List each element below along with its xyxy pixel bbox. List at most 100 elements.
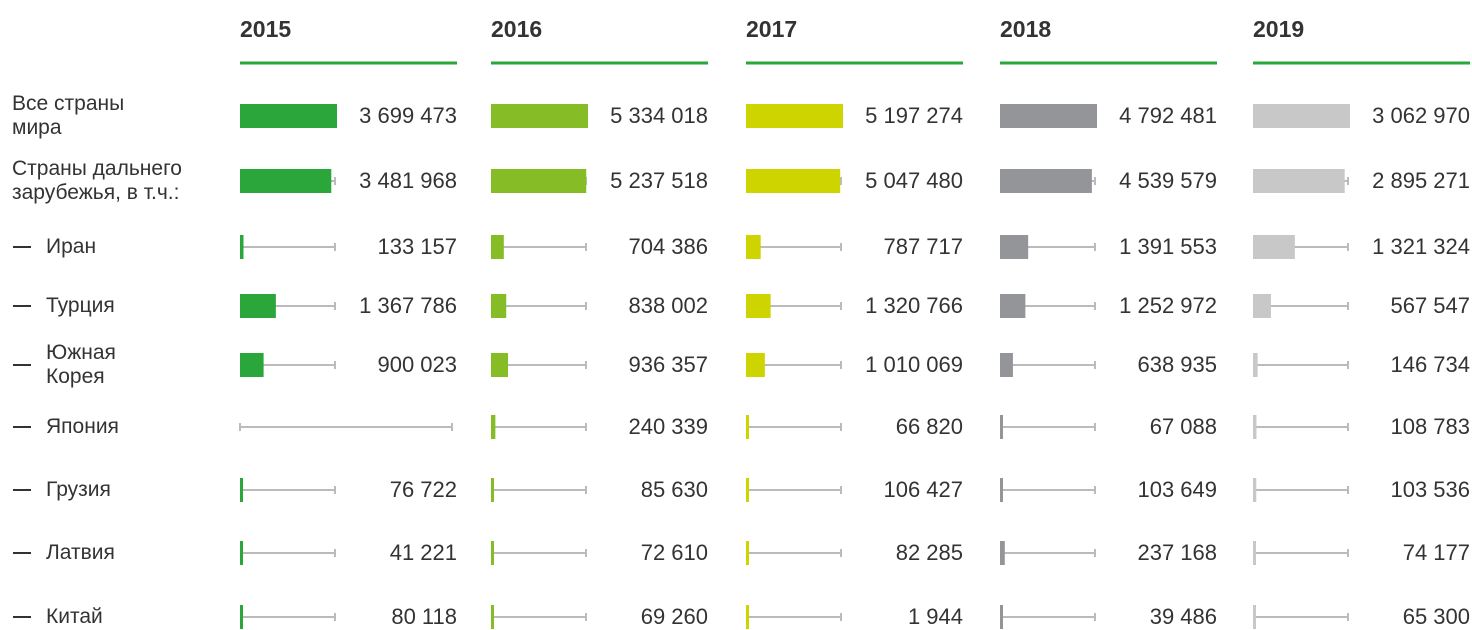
bar	[491, 235, 504, 259]
value-label: 704 386	[628, 234, 708, 259]
value-label: 67 088	[1150, 414, 1217, 439]
bar	[1000, 541, 1005, 565]
value-label: 103 649	[1137, 477, 1217, 502]
bar	[1000, 294, 1026, 318]
value-label: 146 734	[1390, 352, 1470, 377]
bar	[491, 415, 496, 439]
value-label: 240 339	[628, 414, 708, 439]
value-label: 1 391 553	[1119, 234, 1217, 259]
row-label: Южная Корея	[46, 341, 116, 388]
value-label: 106 427	[883, 477, 963, 502]
value-label: 103 536	[1390, 477, 1470, 502]
bar	[1000, 235, 1029, 259]
bar	[1000, 605, 1003, 629]
row-label: Турция	[46, 294, 115, 317]
bar	[491, 605, 494, 629]
row-label: Иран	[46, 235, 97, 258]
value-label: 69 260	[641, 604, 708, 629]
value-label: 638 935	[1137, 352, 1217, 377]
bar	[746, 169, 841, 193]
value-label: 1 321 324	[1372, 234, 1470, 259]
bar	[1000, 104, 1097, 128]
bar	[1253, 169, 1345, 193]
value-label: 1 252 972	[1119, 293, 1217, 318]
bar	[491, 353, 509, 377]
value-label: 39 486	[1150, 604, 1217, 629]
bar	[746, 235, 761, 259]
value-label: 3 699 473	[359, 103, 457, 128]
value-label: 1 320 766	[865, 293, 963, 318]
column-header: 2018	[1000, 16, 1051, 42]
row-label: Страны дальнего зарубежья, в т.ч.:	[12, 157, 182, 204]
row-label: Латвия	[46, 541, 115, 564]
value-label: 3 481 968	[359, 168, 457, 193]
bar	[1253, 415, 1257, 439]
bar	[1000, 478, 1003, 502]
value-label: 1 944	[908, 604, 963, 629]
value-label: 85 630	[641, 477, 708, 502]
bar	[1253, 235, 1295, 259]
bar	[491, 541, 494, 565]
value-label: 838 002	[628, 293, 708, 318]
bar	[746, 605, 749, 629]
bar	[1253, 104, 1350, 128]
bar	[491, 478, 494, 502]
value-label: 237 168	[1137, 540, 1217, 565]
bar	[240, 104, 337, 128]
bar	[240, 169, 332, 193]
value-label: 936 357	[628, 352, 708, 377]
bar	[1253, 478, 1257, 502]
row-label: Япония	[46, 415, 119, 438]
value-label: 567 547	[1390, 293, 1470, 318]
value-label: 2 895 271	[1372, 168, 1470, 193]
bar	[491, 294, 507, 318]
bar	[240, 235, 244, 259]
row-label: Грузия	[46, 478, 111, 501]
value-label: 66 820	[896, 414, 963, 439]
bar	[1000, 415, 1003, 439]
bar	[240, 605, 243, 629]
value-label: 1 010 069	[865, 352, 963, 377]
row-label: Все страны мира	[12, 92, 125, 139]
value-label: 4 539 579	[1119, 168, 1217, 193]
bar	[1253, 294, 1271, 318]
bar	[1000, 353, 1013, 377]
row-label: Китай	[46, 605, 103, 628]
bar	[1253, 605, 1256, 629]
value-label: 41 221	[390, 540, 457, 565]
value-label: 3 062 970	[1372, 103, 1470, 128]
bar	[746, 541, 749, 565]
bar	[1253, 353, 1258, 377]
value-label: 76 722	[390, 477, 457, 502]
bar	[240, 478, 243, 502]
bar	[746, 294, 771, 318]
value-label: 65 300	[1403, 604, 1470, 629]
value-label: 4 792 481	[1119, 103, 1217, 128]
value-label: 5 237 518	[610, 168, 708, 193]
column-header: 2019	[1253, 16, 1304, 42]
bar	[1253, 541, 1256, 565]
value-label: 787 717	[883, 234, 963, 259]
column-header: 2015	[240, 16, 291, 42]
value-label: 5 047 480	[865, 168, 963, 193]
bar	[1000, 169, 1092, 193]
column-header: 2017	[746, 16, 797, 42]
value-label: 72 610	[641, 540, 708, 565]
value-label: 108 783	[1390, 414, 1470, 439]
bar	[746, 353, 765, 377]
column-header: 2016	[491, 16, 542, 42]
value-label: 900 023	[377, 352, 457, 377]
bar	[240, 353, 264, 377]
value-label: 5 197 274	[865, 103, 963, 128]
value-label: 74 177	[1403, 540, 1470, 565]
value-label: 1 367 786	[359, 293, 457, 318]
value-label: 5 334 018	[610, 103, 708, 128]
bar	[491, 169, 587, 193]
bar	[746, 478, 749, 502]
bar	[491, 104, 588, 128]
bar	[240, 294, 276, 318]
bar	[746, 104, 843, 128]
value-label: 133 157	[377, 234, 457, 259]
